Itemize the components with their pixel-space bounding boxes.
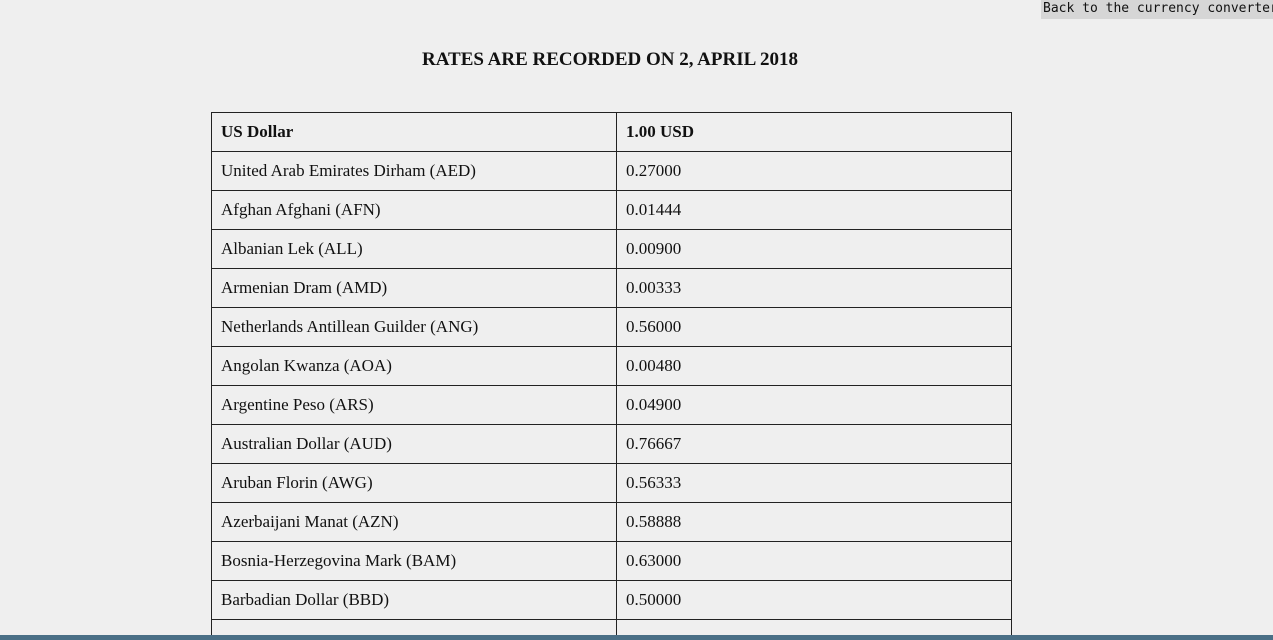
header-rate: 1.00 USD [616, 112, 1012, 152]
currency-rate: 0.04900 [616, 385, 1012, 425]
table-row: Netherlands Antillean Guilder (ANG) 0.56… [211, 307, 1012, 347]
table-row-partial [211, 619, 1012, 640]
table-row: Albanian Lek (ALL) 0.00900 [211, 229, 1012, 269]
currency-name: Armenian Dram (AMD) [211, 268, 617, 308]
currency-name: Bosnia-Herzegovina Mark (BAM) [211, 541, 617, 581]
currency-name: Albanian Lek (ALL) [211, 229, 617, 269]
currency-rate: 0.27000 [616, 151, 1012, 191]
table-row: Angolan Kwanza (AOA) 0.00480 [211, 346, 1012, 386]
currency-name: Barbadian Dollar (BBD) [211, 580, 617, 620]
currency-rate: 0.63000 [616, 541, 1012, 581]
currency-name: Angolan Kwanza (AOA) [211, 346, 617, 386]
currency-rate [616, 619, 1012, 640]
table-row: Armenian Dram (AMD) 0.00333 [211, 268, 1012, 308]
currency-name: Australian Dollar (AUD) [211, 424, 617, 464]
currency-rate: 0.50000 [616, 580, 1012, 620]
currency-rate: 0.76667 [616, 424, 1012, 464]
table-row: Argentine Peso (ARS) 0.04900 [211, 385, 1012, 425]
table-row: Azerbaijani Manat (AZN) 0.58888 [211, 502, 1012, 542]
table-row: Australian Dollar (AUD) 0.76667 [211, 424, 1012, 464]
currency-rate: 0.00480 [616, 346, 1012, 386]
header-currency: US Dollar [211, 112, 617, 152]
currency-rate: 0.01444 [616, 190, 1012, 230]
currency-name: Aruban Florin (AWG) [211, 463, 617, 503]
currency-rate: 0.00333 [616, 268, 1012, 308]
taskbar-edge [0, 635, 1273, 640]
currency-name: Azerbaijani Manat (AZN) [211, 502, 617, 542]
table-row: United Arab Emirates Dirham (AED) 0.2700… [211, 151, 1012, 191]
currency-name: Netherlands Antillean Guilder (ANG) [211, 307, 617, 347]
currency-rate: 0.58888 [616, 502, 1012, 542]
table-row: Aruban Florin (AWG) 0.56333 [211, 463, 1012, 503]
page-title: RATES ARE RECORDED ON 2, APRIL 2018 [421, 49, 798, 70]
table-header-row: US Dollar 1.00 USD [211, 112, 1012, 152]
table-row: Bosnia-Herzegovina Mark (BAM) 0.63000 [211, 541, 1012, 581]
table-row: Barbadian Dollar (BBD) 0.50000 [211, 580, 1012, 620]
table-row: Afghan Afghani (AFN) 0.01444 [211, 190, 1012, 230]
rates-table: US Dollar 1.00 USD United Arab Emirates … [211, 112, 1012, 640]
currency-name: Afghan Afghani (AFN) [211, 190, 617, 230]
currency-rate: 0.00900 [616, 229, 1012, 269]
currency-rate: 0.56000 [616, 307, 1012, 347]
currency-name: Argentine Peso (ARS) [211, 385, 617, 425]
back-to-converter-link[interactable]: Back to the currency converter [1041, 0, 1273, 19]
currency-rate: 0.56333 [616, 463, 1012, 503]
currency-name: United Arab Emirates Dirham (AED) [211, 151, 617, 191]
